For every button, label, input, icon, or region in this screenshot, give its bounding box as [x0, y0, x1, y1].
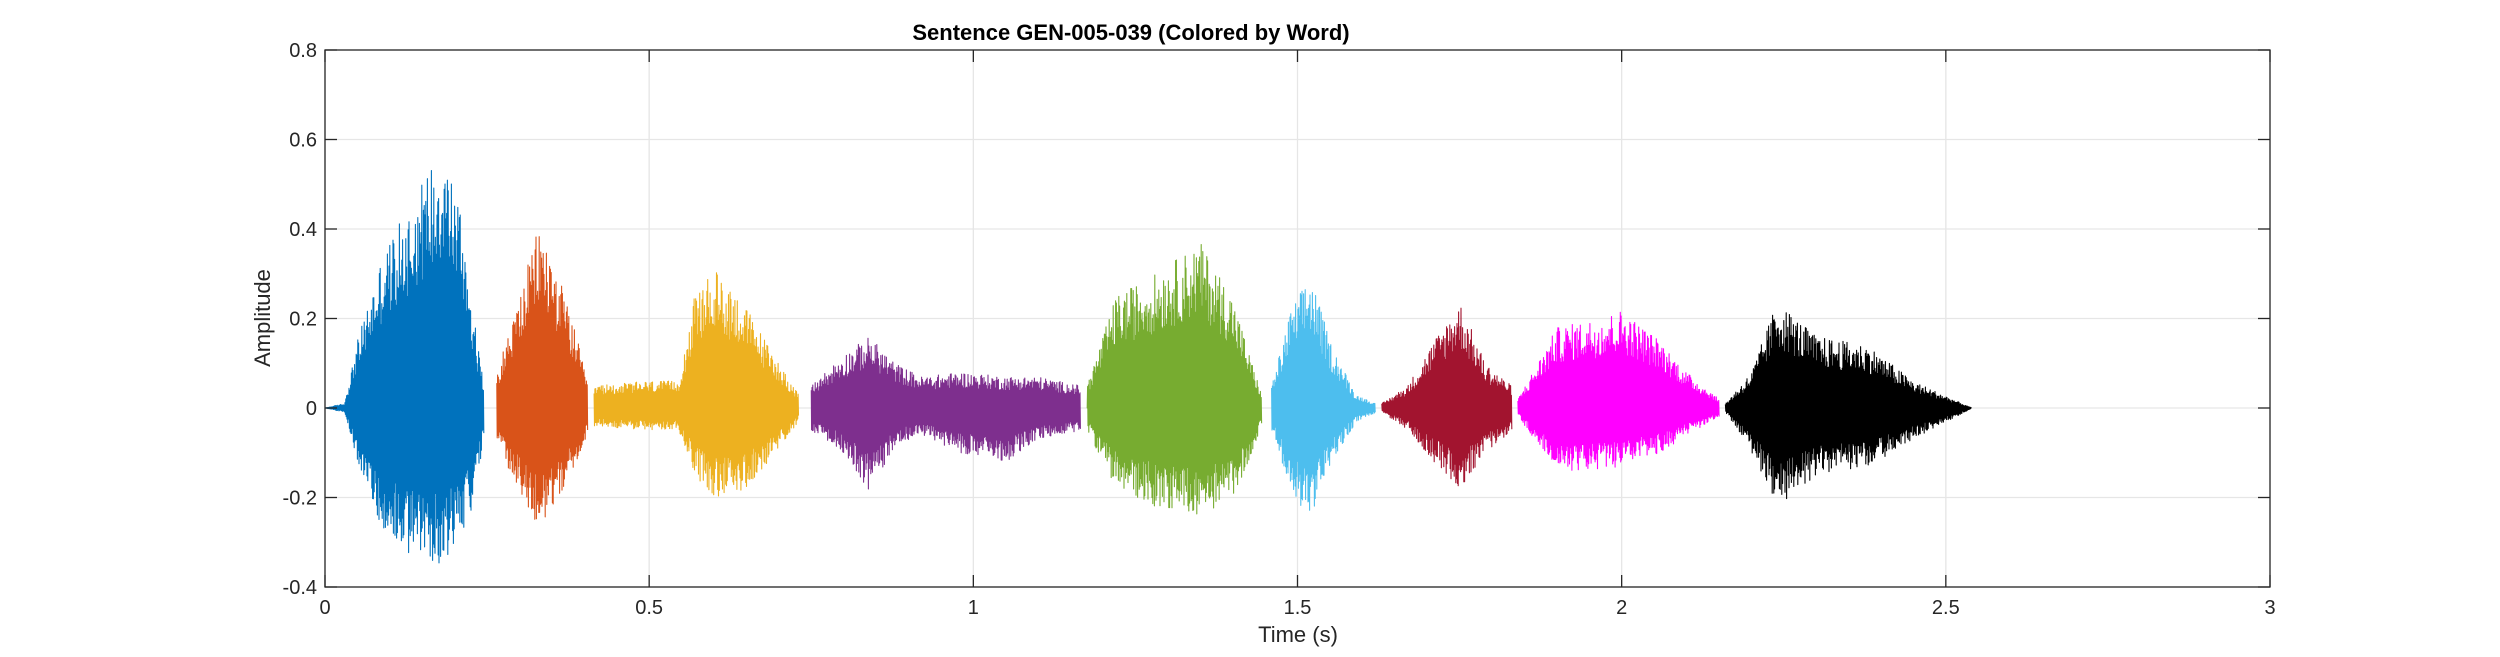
x-tick-label: 0	[319, 597, 330, 619]
word-segment-4	[810, 337, 1081, 490]
word-segment-9	[1724, 312, 1972, 500]
word-segment-2	[496, 236, 589, 520]
y-axis-label: Amplitude	[250, 269, 275, 367]
y-tick-label: 0	[306, 398, 317, 420]
y-tick-label: 0.2	[289, 309, 317, 331]
chart-title: Sentence GEN-005-039 (Colored by Word)	[912, 20, 1349, 45]
word-segment-1	[324, 170, 485, 564]
y-tick-label: 0.8	[289, 40, 317, 62]
x-tick-label: 2.5	[1932, 597, 1960, 619]
x-tick-label: 2	[1616, 597, 1627, 619]
x-tick-label: 1.5	[1284, 597, 1312, 619]
x-tick-label: 3	[2264, 597, 2275, 619]
x-tick-label: 0.5	[635, 597, 663, 619]
word-segment-8	[1517, 311, 1720, 471]
word-segment-3	[593, 272, 800, 497]
y-tick-label: -0.4	[283, 577, 317, 599]
y-tick-label: 0.4	[289, 219, 317, 241]
y-tick-label: -0.2	[283, 488, 317, 510]
x-tick-label: 1	[968, 597, 979, 619]
axis-ticks: 0 0.5 1 1.5 2 2.5 3 -0.4 -0.2 0 0.2 0.4 0.6 0.8	[283, 40, 2276, 619]
x-axis-label: Time (s)	[1258, 622, 1338, 647]
word-segment-7	[1381, 307, 1513, 487]
waveform-series	[324, 170, 1972, 564]
word-segment-5	[1086, 244, 1263, 515]
word-segment-6	[1271, 289, 1376, 511]
y-tick-label: 0.6	[289, 130, 317, 152]
